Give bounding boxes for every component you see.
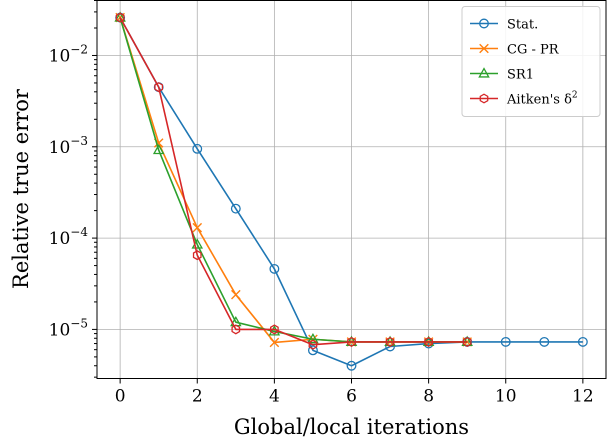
legend-label: Aitken's δ2 [506,91,578,108]
legend: Stat. CG - PR SR1 Aitken's δ2 [461,6,601,117]
legend-label-superscript: 2 [572,91,578,101]
x-tick-label: 4 [269,387,280,407]
x-tick-label: 6 [346,387,357,407]
data-point [230,203,241,214]
y-tick-exponent: −3 [70,134,88,148]
data-point [347,336,356,347]
data-point [269,337,280,348]
data-point [192,250,202,261]
data-point [192,143,203,154]
y-tick-base: 10 [49,229,71,249]
data-point [115,12,125,23]
data-point [269,263,280,274]
data-point [462,336,472,347]
data-point [231,289,241,300]
data-point [539,336,550,347]
x-tick-label: 2 [192,387,203,407]
series-line [119,17,468,346]
y-axis-label: Relative true error [9,88,33,289]
legend-box [461,6,601,117]
y-tick-label: 10−5 [49,316,88,340]
data-point [385,336,395,347]
legend-label: SR1 [507,68,534,83]
legend-label: Stat. [507,18,538,33]
data-point [424,336,433,347]
data-point [307,333,319,344]
series-line [119,17,468,344]
x-tick-label: 10 [495,387,517,407]
data-point [500,336,511,347]
data-point [114,11,126,22]
x-tick-label: 8 [423,387,434,407]
legend-label-text: Aitken's δ [506,93,572,108]
x-tick-label: 0 [115,387,126,407]
data-point [577,336,588,347]
data-point [307,345,318,356]
y-tick-base: 10 [49,46,71,66]
y-tick-exponent: −5 [70,316,88,330]
y-tick-label: 10−2 [49,42,88,66]
data-point [192,222,203,233]
data-point [154,82,164,93]
y-tick-base: 10 [49,320,71,340]
x-tick-label: 12 [572,387,594,407]
data-point [231,324,241,335]
data-point [479,93,489,104]
y-tick-base: 10 [49,138,71,158]
plot-area [114,11,588,371]
x-axis-label: Global/local iterations [234,415,469,439]
data-point [479,43,489,54]
data-point [346,360,357,371]
data-point [308,339,318,350]
y-tick-label: 10−3 [49,134,88,158]
series-line [119,17,583,367]
data-point [152,143,165,155]
series-line [119,17,468,343]
data-point [478,67,490,78]
legend-label: CG - PR [507,43,560,58]
y-tick-exponent: −4 [70,225,88,239]
y-tick-label: 10−4 [49,225,89,249]
data-point [270,324,279,335]
y-tick-exponent: −2 [70,42,88,56]
data-point [479,18,489,29]
